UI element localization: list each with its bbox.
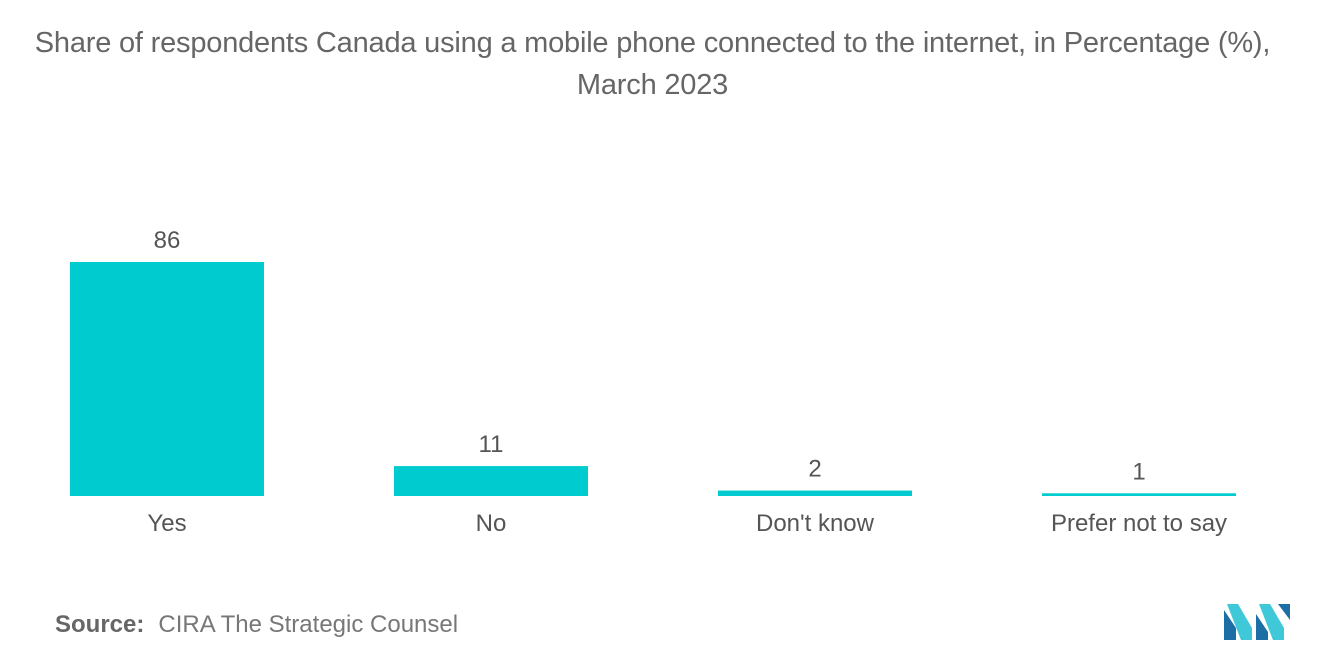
category-label: Yes — [147, 510, 186, 537]
bar-prefer-not-to-say — [1042, 493, 1236, 496]
bar-no — [394, 466, 588, 496]
data-label: 2 — [808, 456, 821, 483]
bar-don-t-know — [718, 490, 912, 496]
source-label: Source: — [55, 611, 145, 638]
bar-yes — [70, 262, 264, 496]
category-label: Prefer not to say — [1051, 510, 1227, 537]
source-note: Source: CIRA The Strategic Counsel — [55, 611, 458, 639]
chart-title: Share of respondents Canada using a mobi… — [34, 27, 1271, 101]
category-label: No — [476, 510, 507, 537]
source-text: CIRA The Strategic Counsel — [158, 611, 459, 638]
data-label: 86 — [154, 227, 181, 254]
data-label: 1 — [1132, 458, 1145, 485]
mordor-intelligence-logo-icon — [1224, 604, 1290, 640]
data-label: 11 — [479, 431, 504, 458]
category-label: Don't know — [756, 510, 875, 537]
